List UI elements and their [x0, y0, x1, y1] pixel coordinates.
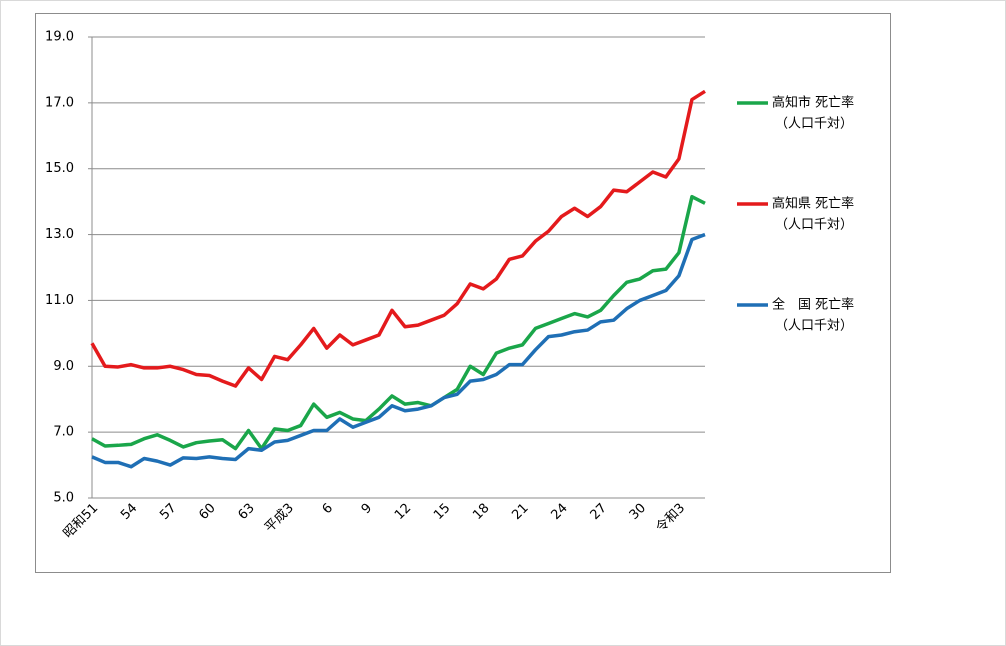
data-line [91, 232, 706, 469]
y-tick-label: 13.0 [45, 227, 74, 242]
legend-label: 全 国 死亡率 [772, 297, 854, 313]
y-tick-label: 15.0 [45, 161, 74, 176]
legend-note: （人口千対） [775, 319, 853, 334]
legend-label: 高知市 死亡率 [772, 95, 854, 111]
y-tick-label: 7.0 [53, 425, 74, 440]
y-tick-label: 17.0 [45, 95, 74, 110]
legend-note: （人口千対） [775, 117, 853, 132]
y-tick-label: 9.0 [53, 359, 74, 374]
legend-label: 高知県 死亡率 [772, 196, 854, 212]
y-tick-label: 5.0 [53, 491, 74, 506]
data-line [91, 194, 706, 451]
y-tick-label: 19.0 [45, 30, 74, 45]
data-line [90, 89, 706, 388]
y-tick-label: 11.0 [45, 293, 74, 308]
legend-note: （人口千対） [775, 218, 853, 233]
